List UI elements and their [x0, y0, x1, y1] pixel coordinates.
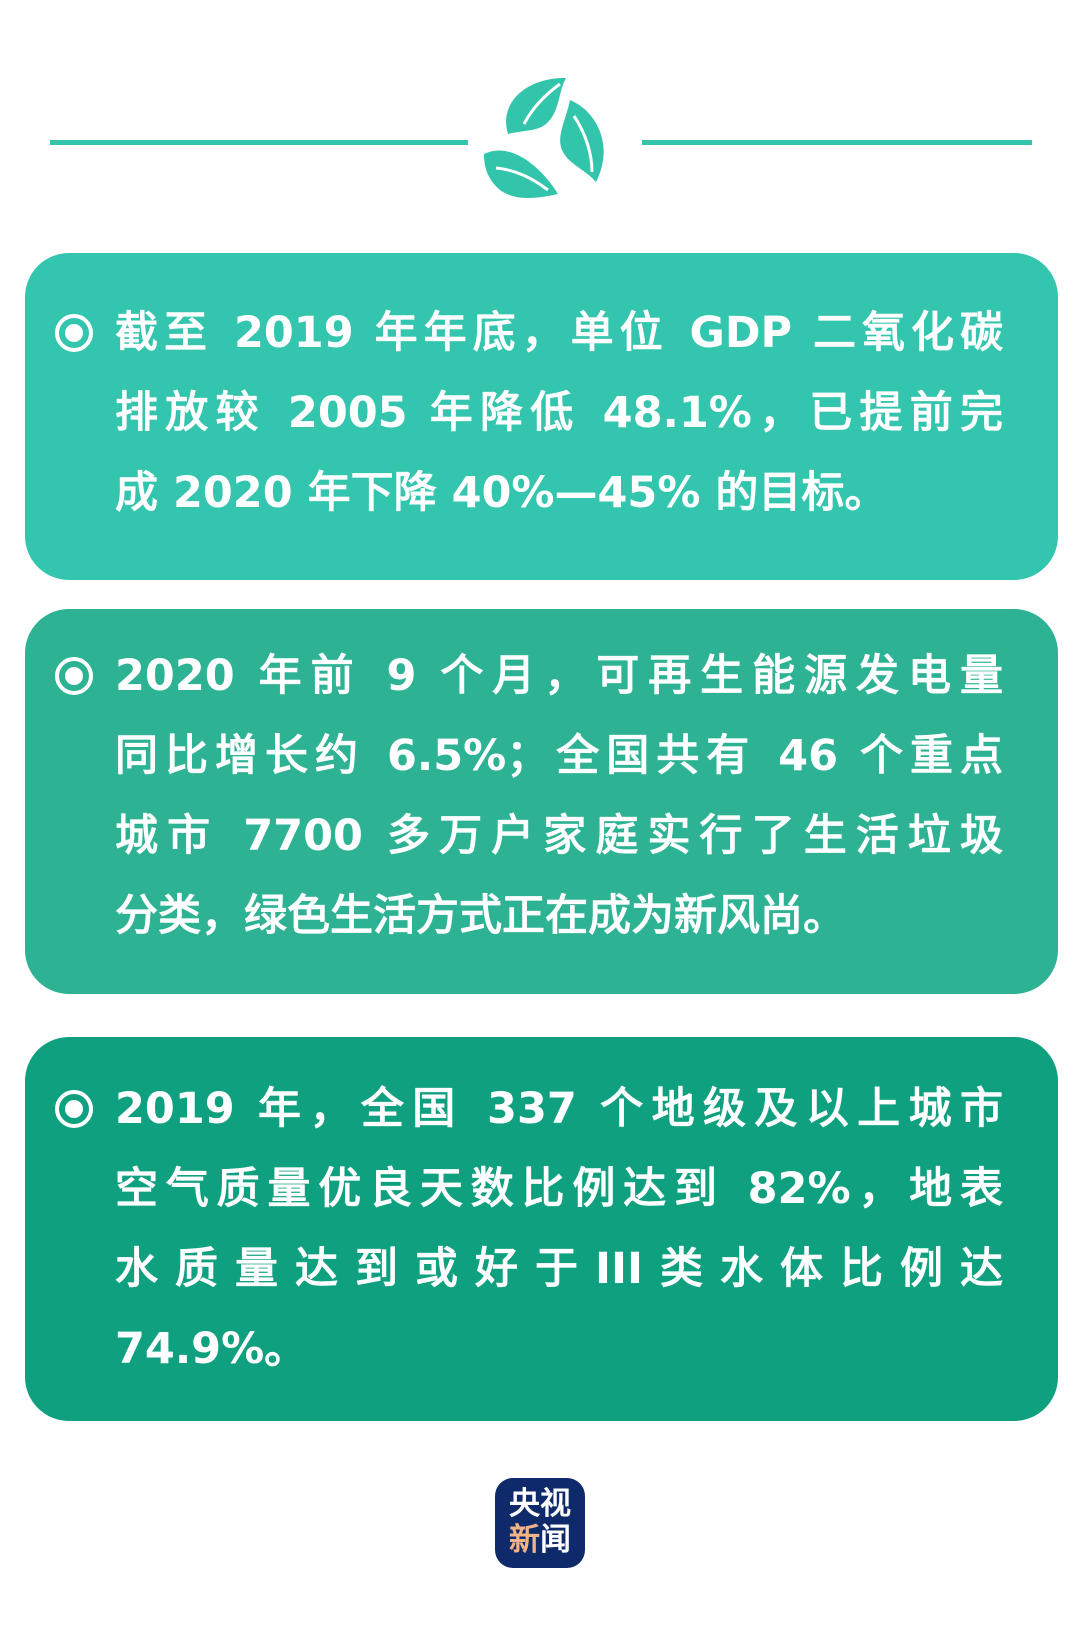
bullet-icon — [55, 314, 93, 352]
recycle-leaves-icon — [484, 77, 604, 198]
info-card-carbon: 截至 2019 年年底，单位 GDP 二氧化碳 排放较 2005 年降低 48.… — [25, 253, 1058, 580]
header-divider-left — [50, 140, 468, 145]
bullet-icon — [55, 657, 93, 695]
card-text-line: 空气质量优良天数比例达到 82%，地表 — [115, 1164, 1003, 1214]
info-card-environment: 2019 年，全国 337 个地级及以上城市 空气质量优良天数比例达到 82%，… — [25, 1037, 1058, 1421]
card-text-line: 城市 7700 多万户家庭实行了生活垃圾 — [115, 811, 1003, 861]
card-text-line: 2019 年，全国 337 个地级及以上城市 — [115, 1084, 1003, 1134]
bullet-icon — [55, 1090, 93, 1128]
card-text-line: 截至 2019 年年底，单位 GDP 二氧化碳 — [115, 308, 1003, 358]
card-text-line: 水质量达到或好于III类水体比例达 — [115, 1244, 1003, 1294]
card-text-line: 2020 年前 9 个月，可再生能源发电量 — [115, 651, 1003, 701]
cctv-news-logo: 央视 新闻 — [495, 1478, 585, 1568]
header-divider-right — [642, 140, 1032, 145]
logo-text-bottom-left: 新 — [509, 1522, 540, 1558]
card-text-line: 同比增长约 6.5%；全国共有 46 个重点 — [115, 731, 1003, 781]
card-text-line: 排放较 2005 年降低 48.1%，已提前完 — [115, 388, 1003, 438]
card-text-line: 分类，绿色生活方式正在成为新风尚。 — [115, 891, 846, 941]
card-text-line: 成 2020 年下降 40%—45% 的目标。 — [115, 468, 888, 518]
card-text-line: 74.9%。 — [115, 1324, 308, 1374]
info-card-renewables: 2020 年前 9 个月，可再生能源发电量 同比增长约 6.5%；全国共有 46… — [25, 609, 1058, 994]
logo-text-top: 央视 — [509, 1486, 571, 1522]
logo-text-bottom-right: 闻 — [540, 1522, 571, 1558]
